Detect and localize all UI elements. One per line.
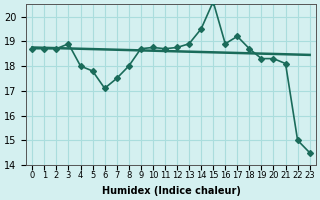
X-axis label: Humidex (Indice chaleur): Humidex (Indice chaleur) xyxy=(101,186,240,196)
